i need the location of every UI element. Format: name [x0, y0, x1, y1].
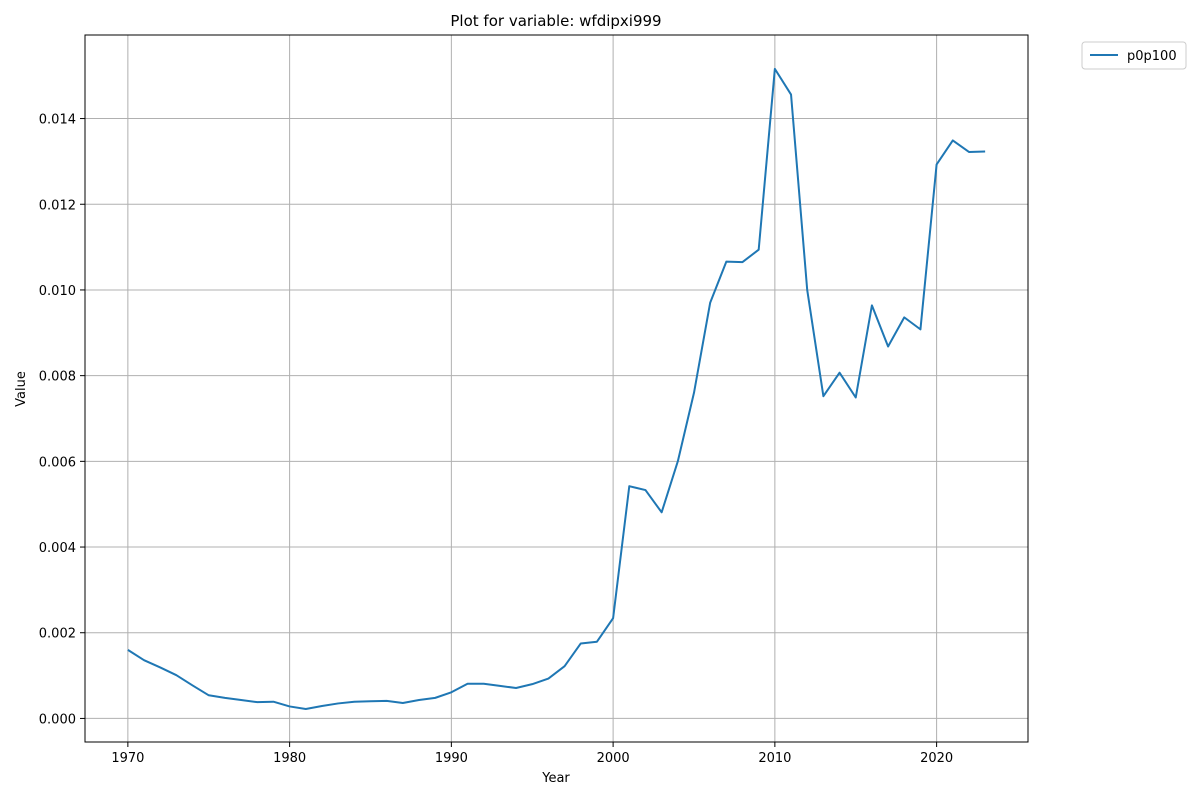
- plot-frame: [84, 34, 1029, 743]
- grid-lines: [85, 35, 1028, 742]
- legend-box: [1081, 41, 1187, 70]
- plot-data: [127, 67, 986, 711]
- y-tick-label: 0.002: [39, 627, 76, 642]
- x-tick-label: 1970: [111, 751, 144, 766]
- chart-title: Plot for variable: wfdipxi999: [450, 12, 661, 30]
- y-tick-label: 0.008: [39, 370, 76, 385]
- y-tick-label: 0.012: [39, 198, 76, 213]
- series-line-p0p100: [127, 67, 986, 711]
- y-tick-label: 0.014: [39, 113, 76, 128]
- y-tick-label: 0.004: [39, 541, 76, 556]
- x-tick-label: 1990: [435, 751, 468, 766]
- x-tick-label: 2010: [758, 751, 791, 766]
- y-tick-label: 0.010: [39, 284, 76, 299]
- x-tick-label: 2000: [597, 751, 630, 766]
- axis-ticks: 1970 1980 1990 2000 2010 2020 0.000 0.002 0.004 0…: [39, 113, 953, 766]
- legend: p0p100: [1081, 41, 1187, 70]
- x-tick-label: 2020: [920, 751, 953, 766]
- y-tick-label: 0.006: [39, 455, 76, 470]
- legend-label-p0p100: p0p100: [1127, 49, 1177, 64]
- x-axis-title: Year: [541, 771, 570, 786]
- y-tick-label: 0.000: [39, 712, 76, 727]
- y-axis-title: Value: [14, 371, 29, 407]
- x-tick-label: 1980: [273, 751, 306, 766]
